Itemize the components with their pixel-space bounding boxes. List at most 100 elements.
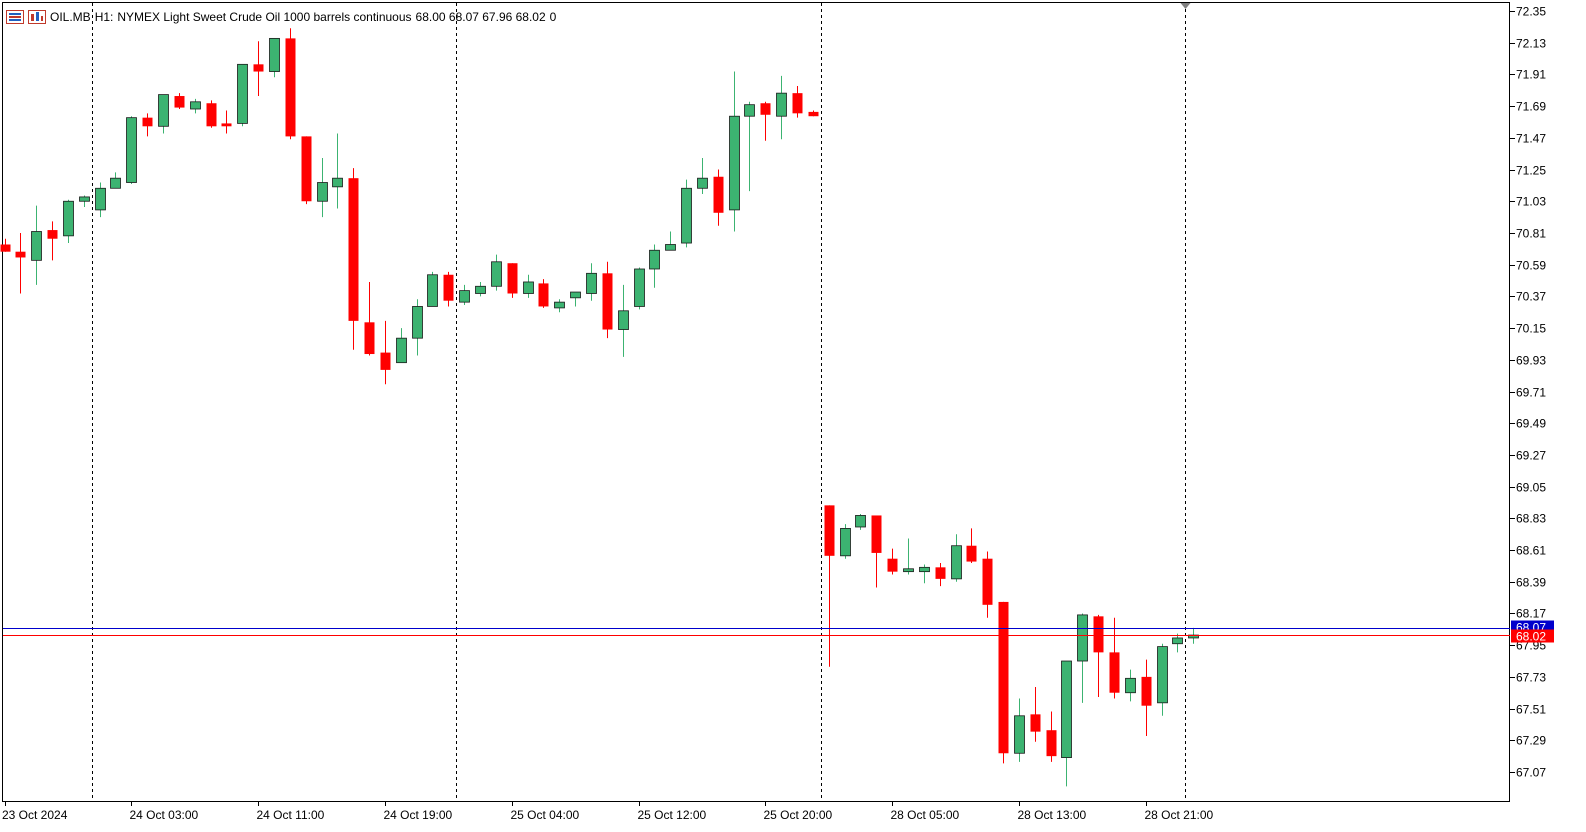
y-tick-label: 71.03 [1516, 195, 1546, 209]
x-tick-label: 25 Oct 04:00 [511, 808, 580, 822]
candle-71 [1125, 669, 1136, 702]
candle-63 [998, 601, 1009, 764]
candle-30 [475, 281, 486, 297]
candle-body [396, 337, 407, 364]
candle-body [649, 249, 660, 270]
y-tick-label: 70.81 [1516, 227, 1546, 241]
ohlc-values: 68.00 68.07 67.96 68.02 [415, 10, 546, 24]
y-tick-label: 68.83 [1516, 512, 1546, 526]
candle-body [190, 101, 201, 110]
x-tick-label: 24 Oct 03:00 [130, 808, 199, 822]
y-tick-label: 70.15 [1516, 322, 1546, 336]
candle-37 [586, 263, 597, 301]
candle-16 [253, 41, 264, 97]
candle-53 [840, 524, 851, 559]
y-tick-label: 72.35 [1516, 5, 1546, 19]
candle-body [681, 187, 692, 244]
y-tick-label: 71.25 [1516, 164, 1546, 178]
plot-frame [2, 2, 1510, 802]
chart-window-icon[interactable] [28, 10, 46, 24]
x-tick-label: 28 Oct 21:00 [1145, 808, 1214, 822]
candle-4 [63, 199, 74, 244]
y-tick-label: 71.47 [1516, 132, 1546, 146]
candle-13 [206, 100, 217, 128]
candle-70 [1109, 617, 1120, 699]
candle-body [903, 568, 914, 573]
candle-body [634, 268, 645, 307]
candle-28 [443, 271, 454, 307]
candle-69 [1093, 614, 1104, 698]
chart-header: OIL.MB H1: NYMEX Light Sweet Crude Oil 1… [6, 9, 560, 25]
candle-body [158, 94, 169, 127]
candle-body [1046, 730, 1057, 757]
symbol-label: OIL.MB [50, 10, 91, 24]
candle-body [523, 281, 534, 294]
y-tick-label: 67.29 [1516, 734, 1546, 748]
candle-body [586, 272, 597, 294]
candle-40 [634, 267, 645, 310]
candle-31 [491, 254, 502, 291]
y-tick-label: 72.13 [1516, 37, 1546, 51]
candle-body [301, 136, 312, 202]
candle-27 [427, 271, 438, 307]
candle-22 [348, 168, 359, 350]
candle-body [538, 283, 549, 307]
candle-body [507, 263, 518, 294]
y-tick-label: 68.61 [1516, 544, 1546, 558]
candle-body [443, 274, 454, 301]
candle-38 [602, 261, 613, 339]
candle-49 [776, 75, 787, 140]
candle-9 [142, 113, 153, 137]
candle-body [1093, 616, 1104, 653]
y-tick-label: 69.05 [1516, 481, 1546, 495]
x-tick-label: 24 Oct 19:00 [384, 808, 453, 822]
bid-price-label: 68.02 [1516, 630, 1546, 644]
candle-57 [903, 538, 914, 575]
x-tick-label: 24 Oct 11:00 [257, 808, 325, 822]
candle-body [1061, 660, 1072, 758]
candle-body [776, 92, 787, 117]
candle-body [665, 244, 676, 251]
candle-body [174, 96, 185, 108]
candle-23 [364, 281, 375, 356]
y-tick-label: 68.39 [1516, 576, 1546, 590]
candle-body [982, 558, 993, 605]
candle-72 [1141, 659, 1152, 736]
candle-50 [792, 85, 803, 118]
list-view-icon[interactable] [6, 10, 24, 24]
candle-body [206, 103, 217, 127]
candle-body [237, 63, 248, 124]
candle-body [79, 196, 90, 202]
candle-45 [713, 169, 724, 226]
candle-body [840, 528, 851, 557]
candle-56 [887, 548, 898, 575]
candle-7 [110, 172, 121, 189]
candle-body [966, 545, 977, 562]
candle-body [427, 274, 438, 307]
candle-body [760, 103, 771, 115]
x-tick-label: 25 Oct 20:00 [764, 808, 833, 822]
candle-2 [31, 205, 42, 285]
candle-62 [982, 551, 993, 618]
candle-body [792, 93, 803, 114]
candle-body [47, 230, 58, 239]
candle-66 [1046, 711, 1057, 762]
candle-body [1141, 676, 1152, 706]
candle-12 [190, 98, 201, 114]
candle-15 [237, 63, 248, 127]
candle-body [871, 515, 882, 553]
candle-65 [1030, 686, 1041, 742]
candle-body [1014, 715, 1025, 754]
candle-25 [396, 328, 407, 364]
bid-price-label-box [1511, 629, 1554, 643]
candle-67 [1061, 660, 1072, 787]
candle-18 [285, 28, 296, 140]
candle-17 [269, 37, 280, 78]
candle-body [380, 352, 391, 370]
candle-11 [174, 93, 185, 110]
candle-body [697, 177, 708, 189]
candle-body [618, 310, 629, 330]
y-tick-label: 70.37 [1516, 290, 1546, 304]
candle-body [951, 545, 962, 580]
